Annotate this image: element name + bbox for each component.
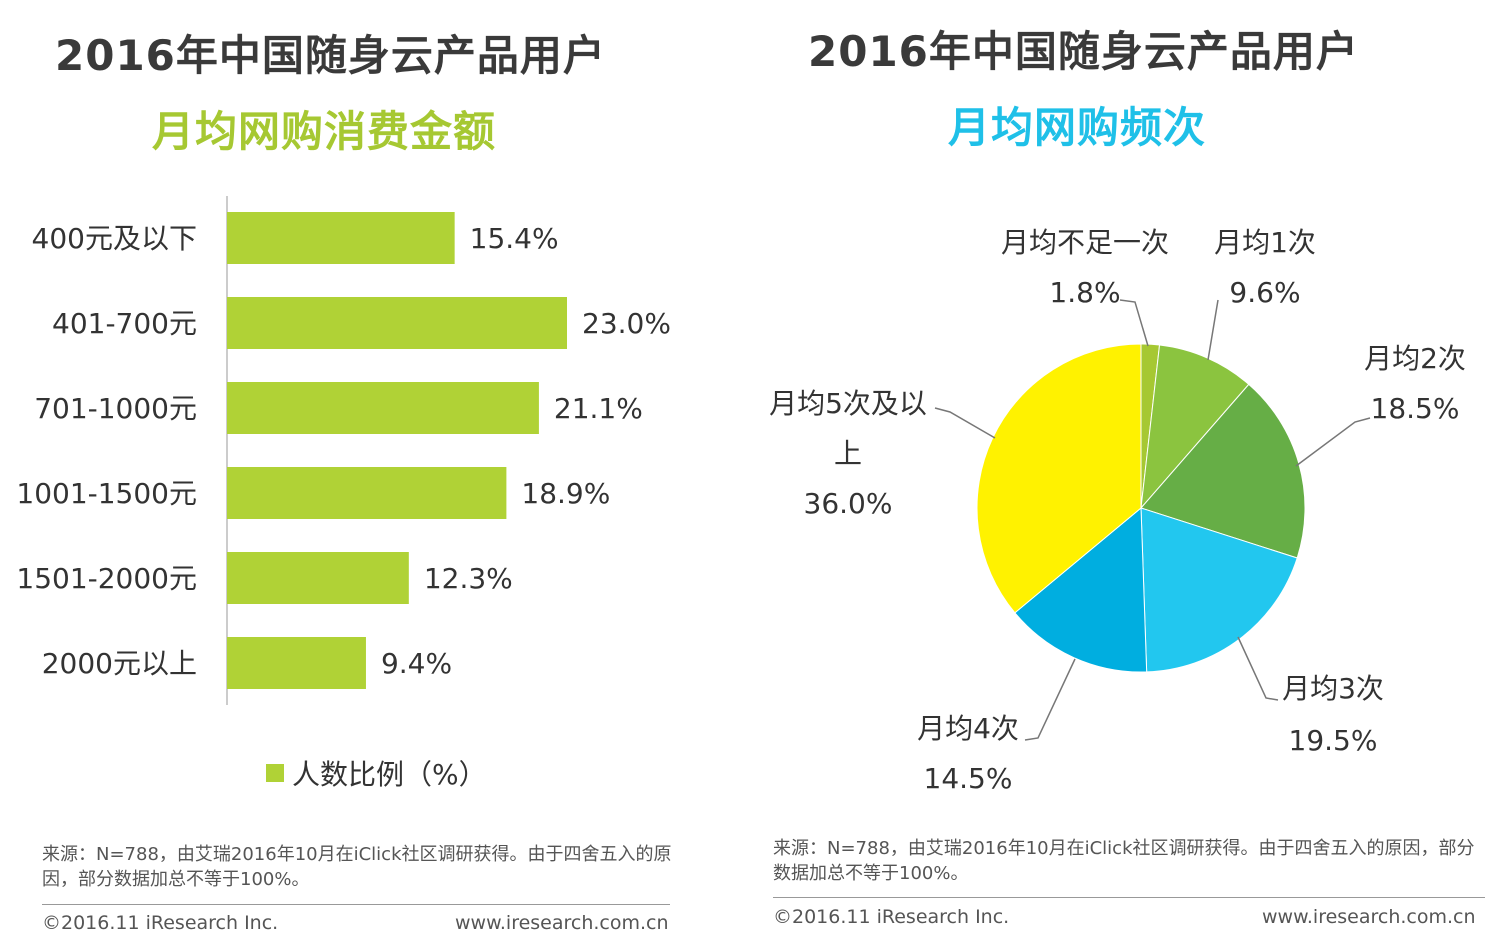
bar-category-label: 2000元以上 (42, 647, 197, 680)
pie-leader-line (1237, 636, 1279, 701)
pie-slice-label: 上 (834, 437, 862, 470)
legend-swatch (266, 764, 284, 782)
pie-slice-label: 月均4次 (917, 712, 1019, 745)
bar-category-label: 1501-2000元 (16, 562, 197, 595)
bar-category-label: 401-700元 (52, 307, 197, 340)
legend-label: 人数比例（%） (292, 758, 487, 791)
left-source-note: 来源：N=788，由艾瑞2016年10月在iClick社区调研获得。由于四舍五入… (42, 844, 672, 890)
pie-leader-line (1295, 417, 1371, 467)
bar-2 (227, 382, 539, 434)
right-copyright: ©2016.11 iResearch Inc. (773, 906, 1010, 928)
right-website-link[interactable]: www.iresearch.com.cn (1262, 906, 1476, 928)
bar-category-label: 1001-1500元 (16, 477, 197, 510)
bar-1 (227, 297, 567, 349)
pie-leader-line (1119, 299, 1149, 347)
left-copyright: ©2016.11 iResearch Inc. (42, 912, 279, 934)
pie-slice-5 (976, 343, 1142, 614)
pie-slice-value: 18.5% (1371, 392, 1460, 425)
left-chart-title: 2016年中国随身云产品用户 (55, 31, 606, 80)
bar-value-label: 21.1% (554, 392, 643, 425)
bar-legend: 人数比例（%） (266, 753, 487, 793)
bar-value-label: 18.9% (521, 477, 610, 510)
pie-slice-4 (1014, 506, 1148, 673)
bar-5 (227, 637, 366, 689)
bar-category-label: 400元及以下 (32, 222, 197, 255)
pie-slice-value: 14.5% (924, 762, 1013, 795)
pie-slice-value: 36.0% (804, 487, 893, 520)
right-source-note: 来源：N=788，由艾瑞2016年10月在iClick社区调研获得。由于四舍五入… (773, 838, 1475, 884)
right-footer-divider (773, 897, 1485, 898)
pie-slice-value: 19.5% (1289, 724, 1378, 757)
pie-slice-label: 月均不足一次 (1001, 226, 1169, 259)
pie-leader-line (1024, 658, 1076, 741)
bar-3 (227, 467, 507, 519)
bar-4 (227, 552, 409, 604)
right-chart-subtitle: 月均网购频次 (948, 103, 1207, 152)
left-chart-subtitle: 月均网购消费金额 (152, 107, 497, 156)
pie-slice-label: 月均3次 (1282, 672, 1384, 705)
left-website-link[interactable]: www.iresearch.com.cn (455, 912, 669, 934)
bar-category-label: 701-1000元 (34, 392, 197, 425)
bar-0 (227, 212, 455, 264)
pie-slice-value: 1.8% (1049, 276, 1120, 309)
pie-leader-line (934, 407, 996, 439)
right-chart-title: 2016年中国随身云产品用户 (808, 27, 1359, 76)
pie-slice-label: 月均2次 (1364, 342, 1466, 375)
bar-value-label: 15.4% (470, 222, 559, 255)
pie-slice-label: 月均1次 (1214, 226, 1316, 259)
pie-slice-label: 月均5次及以 (769, 387, 927, 420)
pie-slice-1 (1140, 344, 1250, 510)
bar-value-label: 9.4% (381, 647, 452, 680)
pie-leader-line (1207, 299, 1219, 361)
pie-slice-3 (1140, 507, 1298, 673)
bar-value-label: 23.0% (582, 307, 671, 340)
left-footer-divider (42, 904, 670, 905)
pie-slice-value: 9.6% (1229, 276, 1300, 309)
bar-value-label: 12.3% (424, 562, 513, 595)
